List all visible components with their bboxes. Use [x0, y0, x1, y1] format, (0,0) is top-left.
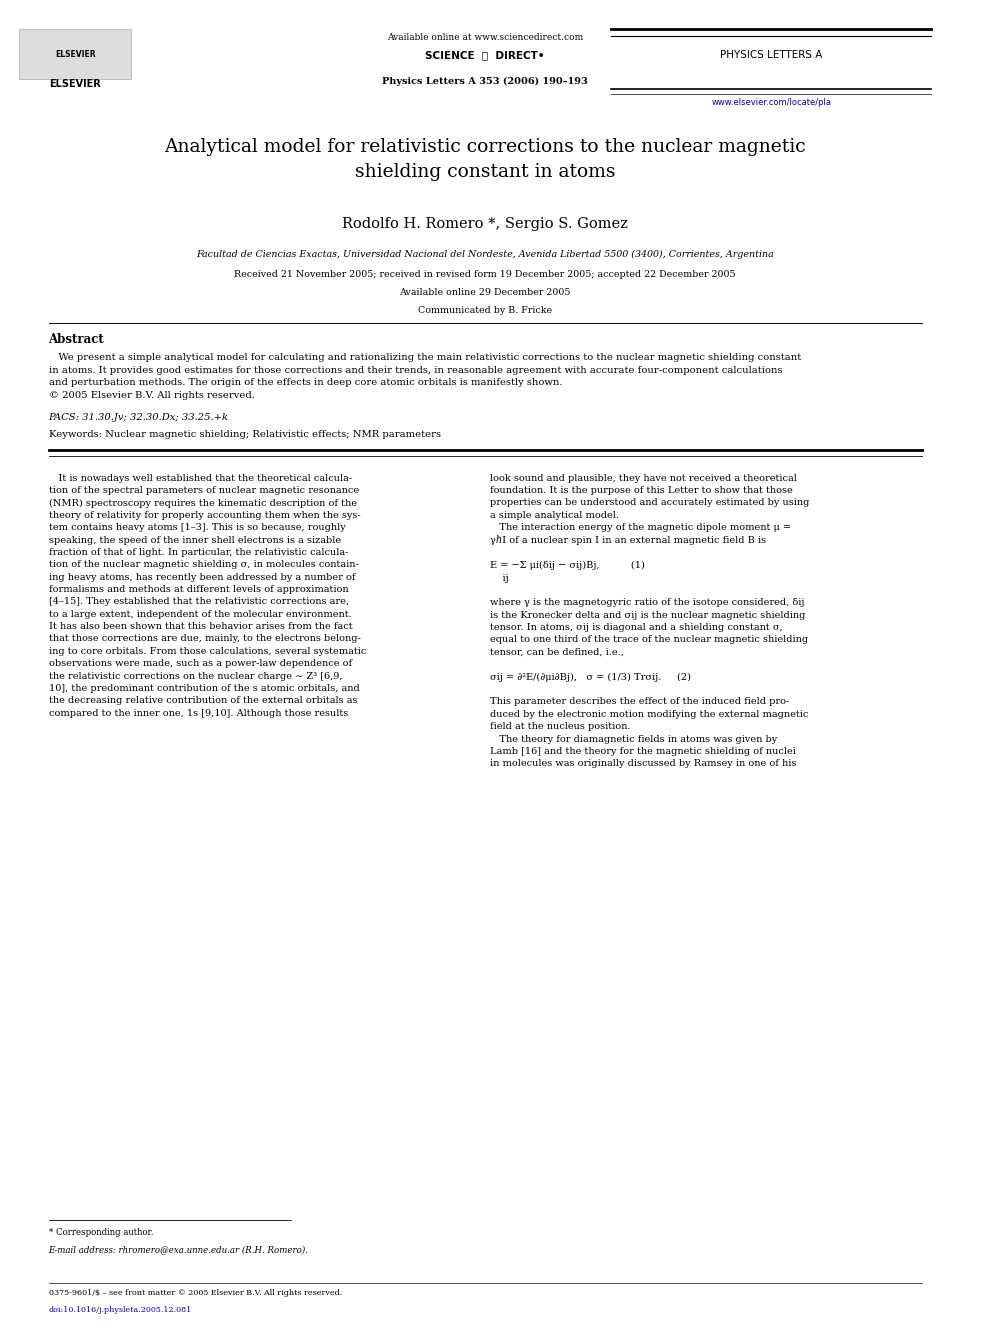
Text: Rodolfo H. Romero *, Sergio S. Gomez: Rodolfo H. Romero *, Sergio S. Gomez: [342, 217, 628, 232]
Text: Abstract: Abstract: [49, 333, 104, 347]
Text: ELSEVIER: ELSEVIER: [50, 79, 101, 90]
Text: look sound and plausible, they have not received a theoretical
foundation. It is: look sound and plausible, they have not …: [490, 474, 809, 769]
Text: Physics Letters A 353 (2006) 190–193: Physics Letters A 353 (2006) 190–193: [382, 77, 588, 86]
Text: Available online at www.sciencedirect.com: Available online at www.sciencedirect.co…: [387, 33, 583, 42]
Text: SCIENCE  ⓓ  DIRECT•: SCIENCE ⓓ DIRECT•: [426, 50, 545, 61]
Text: doi:10.1016/j.physleta.2005.12.081: doi:10.1016/j.physleta.2005.12.081: [49, 1306, 191, 1314]
Text: Facultad de Ciencias Exactas, Universidad Nacional del Nordeste, Avenida Liberta: Facultad de Ciencias Exactas, Universida…: [196, 250, 774, 259]
Text: Communicated by B. Fricke: Communicated by B. Fricke: [418, 306, 553, 315]
Text: ELSEVIER: ELSEVIER: [55, 50, 95, 58]
Text: It is nowadays well established that the theoretical calcula-
tion of the spectr: It is nowadays well established that the…: [49, 474, 366, 717]
Text: www.elsevier.com/locate/pla: www.elsevier.com/locate/pla: [711, 98, 831, 107]
Text: We present a simple analytical model for calculating and rationalizing the main : We present a simple analytical model for…: [49, 353, 801, 400]
Bar: [20, 29, 131, 79]
Text: Keywords: Nuclear magnetic shielding; Relativistic effects; NMR parameters: Keywords: Nuclear magnetic shielding; Re…: [49, 430, 440, 439]
Text: E-mail address: rhromero@exa.unne.edu.ar (R.H. Romero).: E-mail address: rhromero@exa.unne.edu.ar…: [49, 1245, 309, 1254]
Text: 0375-9601/$ – see front matter © 2005 Elsevier B.V. All rights reserved.: 0375-9601/$ – see front matter © 2005 El…: [49, 1289, 342, 1297]
Text: Available online 29 December 2005: Available online 29 December 2005: [400, 288, 570, 298]
Text: PHYSICS LETTERS A: PHYSICS LETTERS A: [720, 50, 822, 61]
Text: Received 21 November 2005; received in revised form 19 December 2005; accepted 2: Received 21 November 2005; received in r…: [234, 270, 736, 279]
Text: PACS: 31.30.Jv; 32.30.Dx; 33.25.+k: PACS: 31.30.Jv; 32.30.Dx; 33.25.+k: [49, 413, 228, 422]
Text: * Corresponding author.: * Corresponding author.: [49, 1228, 153, 1237]
Text: Analytical model for relativistic corrections to the nuclear magnetic
shielding : Analytical model for relativistic correc…: [165, 138, 806, 181]
